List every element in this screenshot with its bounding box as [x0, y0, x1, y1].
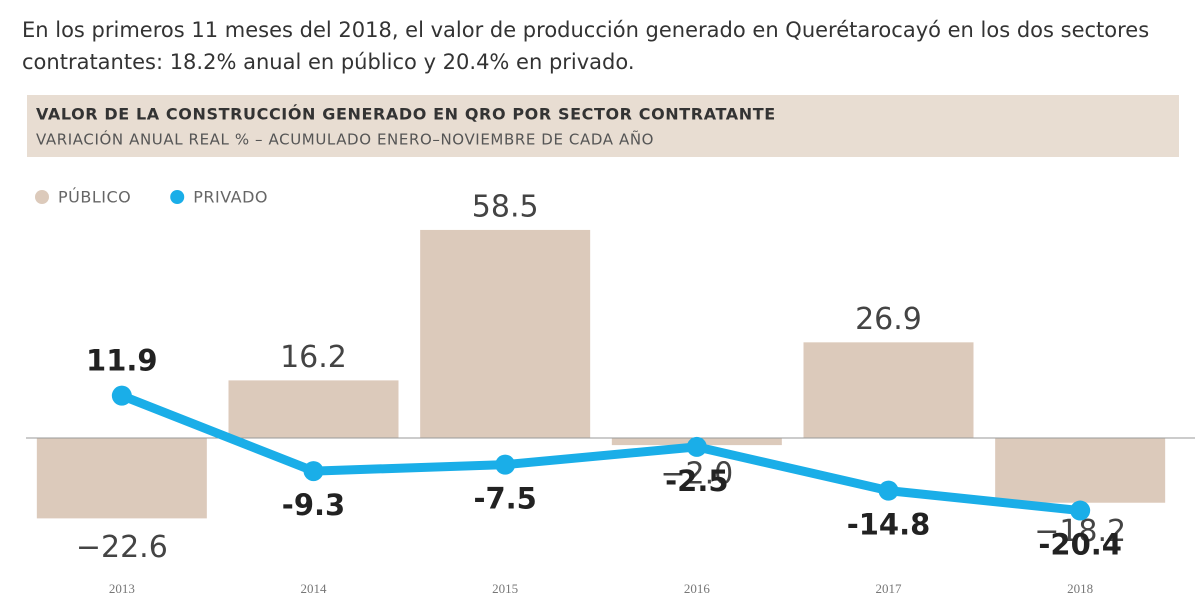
bar	[228, 380, 399, 438]
x-tick-label: 2017	[876, 581, 903, 596]
line-point	[111, 385, 132, 406]
line-point	[495, 454, 516, 475]
line-point	[686, 436, 707, 457]
intro-text: En los primeros 11 meses del 2018, el va…	[22, 18, 1150, 74]
chart-subtitle: VARIACIÓN ANUAL REAL % – ACUMULADO ENERO…	[36, 130, 654, 149]
bar	[420, 229, 591, 438]
bar	[803, 342, 974, 438]
line	[120, 391, 1081, 516]
header-box	[27, 95, 1179, 157]
legend-label: PÚBLICO	[58, 188, 131, 207]
line-point	[303, 461, 324, 482]
legend-marker	[35, 190, 49, 204]
line-value-label: -2.5	[665, 464, 728, 498]
bar	[36, 438, 207, 519]
line-value-label: 11.9	[86, 344, 158, 378]
legend-marker	[170, 190, 185, 204]
line-value-label: -20.4	[1038, 528, 1122, 562]
legend-label: PRIVADO	[193, 188, 268, 207]
x-tick-label: 2016	[684, 581, 711, 596]
chart-title: VALOR DE LA CONSTRUCCIÓN GENERADO EN QRO…	[36, 105, 776, 124]
line-value-label: -9.3	[282, 488, 345, 522]
x-tick-label: 2018	[1067, 581, 1093, 596]
x-tick-label: 2014	[301, 581, 328, 596]
line-point	[1070, 500, 1091, 521]
line-value-label: -14.8	[847, 508, 931, 542]
line-point	[878, 480, 899, 501]
bar-value-label: 26.9	[855, 302, 922, 337]
bar-value-label: −22.6	[76, 530, 168, 565]
x-tick-label: 2015	[492, 581, 518, 596]
bar	[995, 438, 1166, 503]
bar-value-label: 16.2	[280, 340, 347, 375]
line-value-label: -7.5	[473, 482, 536, 516]
bar-value-label: −2.0	[660, 457, 733, 492]
x-tick-label: 2013	[109, 581, 135, 596]
bar-value-label: 58.5	[472, 189, 539, 224]
